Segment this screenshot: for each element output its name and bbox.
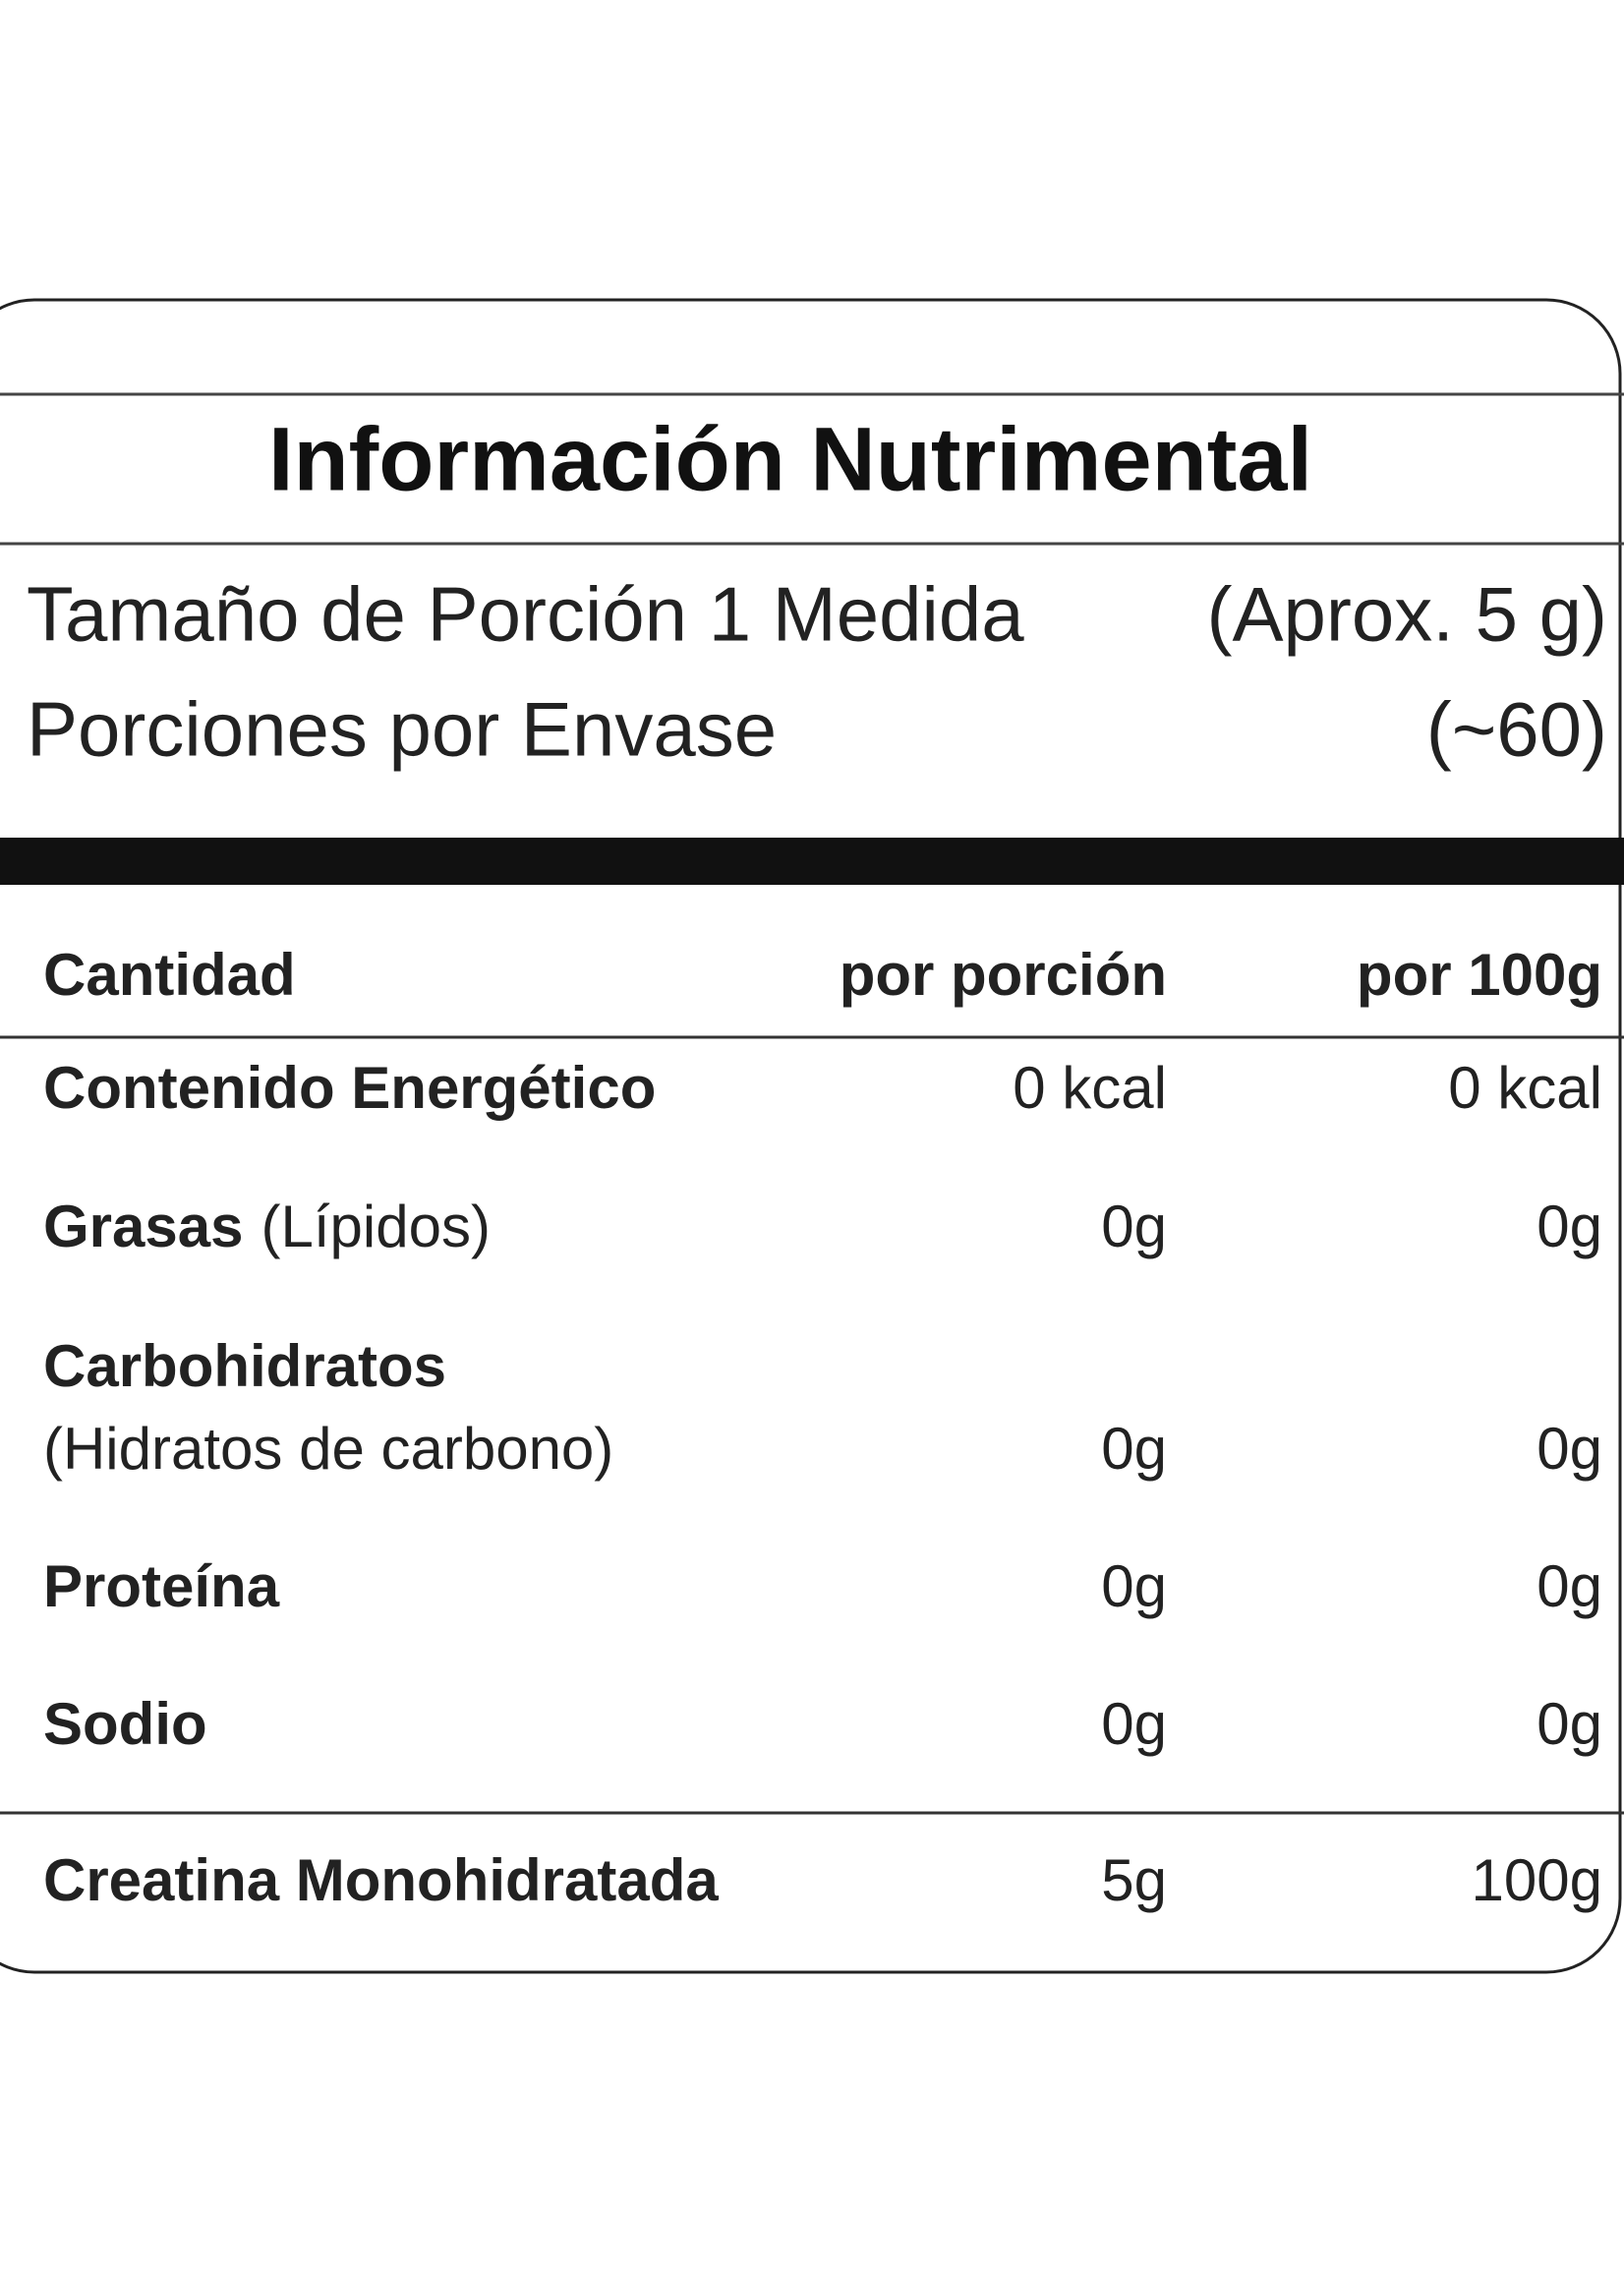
per-100g: 100g: [1472, 1847, 1602, 1913]
thick-bar: [0, 838, 1624, 885]
per-serving: 5g: [1101, 1847, 1167, 1913]
per-100g: 0 kcal: [1448, 1055, 1602, 1121]
nutrient-name: Grasas: [43, 1194, 244, 1259]
title: Información Nutrimental: [268, 409, 1312, 509]
per-serving: 0g: [1101, 1553, 1167, 1619]
nutrient-name: Creatina Monohidratada: [43, 1847, 719, 1913]
label-frame: [0, 298, 1622, 1974]
per-serving: 0 kcal: [1013, 1055, 1167, 1121]
column-header: Cantidad: [43, 942, 296, 1008]
nutrient-name: Contenido Energético: [43, 1055, 656, 1121]
nutrient-qualifier: (Hidratos de carbono): [43, 1416, 613, 1482]
nutrient-qualifier: (Lípidos): [261, 1194, 491, 1259]
serving-label: Porciones por Envase: [27, 686, 777, 773]
column-header: por 100g: [1357, 942, 1602, 1008]
nutrient-name: Proteína: [43, 1553, 280, 1619]
per-serving: 0g: [1101, 1194, 1167, 1259]
serving-label: Tamaño de Porción 1 Medida: [27, 571, 1024, 658]
nutrient-name: Carbohidratos: [43, 1333, 446, 1399]
per-serving: 0g: [1101, 1416, 1167, 1482]
per-100g: 0g: [1537, 1691, 1602, 1757]
column-header: por porción: [840, 942, 1167, 1008]
per-100g: 0g: [1537, 1194, 1602, 1259]
nutrient-name: Sodio: [43, 1691, 207, 1757]
per-100g: 0g: [1537, 1553, 1602, 1619]
per-100g: 0g: [1537, 1416, 1602, 1482]
per-serving: 0g: [1101, 1691, 1167, 1757]
serving-value: (Aprox. 5 g): [1207, 571, 1607, 658]
serving-value: (~60): [1426, 686, 1607, 773]
